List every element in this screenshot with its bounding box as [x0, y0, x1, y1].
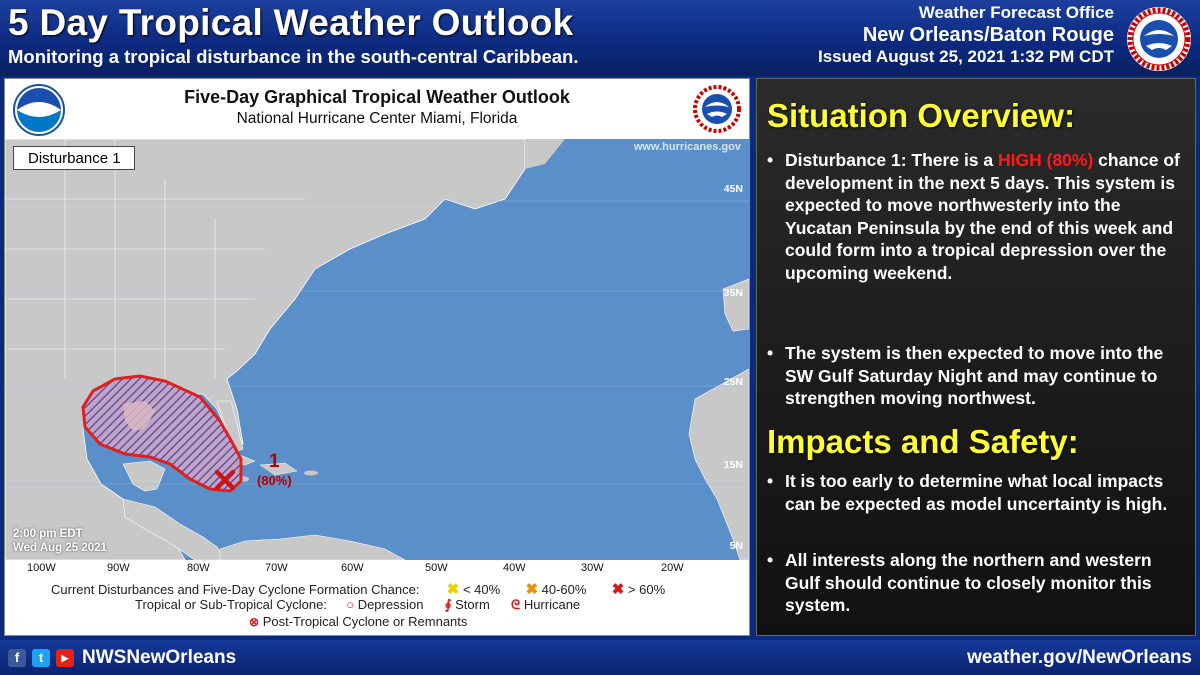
lat-label: 5N [729, 540, 743, 552]
bullet-dot: • [767, 550, 774, 570]
legend-medium: 40-60% [541, 582, 587, 597]
legend-hurricane: Hurricane [523, 597, 581, 612]
disturbance-area [81, 374, 243, 493]
map-issue-time: 2:00 pm EDT Wed Aug 25 2021 [13, 527, 107, 555]
nws-map-logo-icon [692, 84, 742, 134]
facebook-icon[interactable]: f [8, 649, 26, 667]
lon-label: 100W [27, 562, 56, 574]
twitter-icon[interactable]: t [32, 649, 50, 667]
footer-bar: f t ▶ NWSNewOrleans weather.gov/NewOrlea… [0, 640, 1200, 675]
lat-label: 15N [723, 459, 743, 471]
lon-label: 90W [107, 562, 130, 574]
lon-label: 70W [265, 562, 288, 574]
outlook-map [5, 139, 749, 560]
lon-label: 20W [661, 562, 684, 574]
legend-row-post-tropical: ⊗ Post-Tropical Cyclone or Remnants [249, 614, 467, 629]
issue-time-line2: Wed Aug 25 2021 [13, 542, 107, 554]
legend-post-tropical: Post-Tropical Cyclone or Remnants [262, 614, 468, 629]
bullet-dot: • [767, 150, 774, 170]
issue-time-line1: 2:00 pm EDT [13, 528, 83, 540]
legend-cyclone-label: Tropical or Sub-Tropical Cyclone: [135, 597, 327, 612]
post-tropical-icon: ⊗ [249, 615, 260, 629]
nws-logo-icon [1127, 7, 1191, 71]
briefing-panel: Situation Overview: • Disturbance 1: The… [756, 78, 1196, 636]
noaa-logo-icon [13, 84, 65, 136]
map-subtitle: National Hurricane Center Miami, Florida [236, 110, 518, 127]
map-header: Five-Day Graphical Tropical Weather Outl… [5, 79, 749, 139]
depression-icon: ○ [346, 597, 355, 612]
map-legend: Current Disturbances and Five-Day Cyclon… [5, 577, 749, 635]
issued-time: Issued August 25, 2021 1:32 PM CDT [817, 47, 1114, 66]
storm-icon: ∮ [444, 597, 452, 612]
lat-label: 45N [723, 183, 743, 195]
office-info: Weather Forecast Office New Orleans/Bato… [818, 2, 1114, 68]
overview-b1-pre: Disturbance 1: There is a [785, 150, 998, 170]
disturbance-marker [214, 469, 236, 491]
longitude-strip: 100W 90W 80W 70W 60W 50W 40W 30W 20W [5, 560, 749, 577]
high-chance-icon: ✖ [611, 581, 625, 598]
lat-label: 25N [723, 376, 743, 388]
legend-storm: Storm [455, 597, 490, 612]
impacts-bullet-2-text: All interests along the northern and wes… [785, 550, 1152, 616]
legend-row-disturbances: Current Disturbances and Five-Day Cyclon… [51, 580, 665, 598]
disturbance-number: 1 [269, 451, 280, 472]
disturbance-label: Disturbance 1 [13, 146, 135, 170]
legend-low: < 40% [462, 582, 501, 597]
overview-bullet-1-text: Disturbance 1: There is a HIGH (80%) cha… [785, 149, 1189, 285]
legend-depression: Depression [357, 597, 424, 612]
situation-overview-heading: Situation Overview: [767, 97, 1076, 134]
youtube-icon[interactable]: ▶ [56, 649, 74, 667]
bullet-dot: • [767, 471, 774, 491]
lon-label: 30W [581, 562, 604, 574]
lon-label: 80W [187, 562, 210, 574]
bullet-dot: • [767, 343, 774, 363]
overview-bullet-2-text: The system is then expected to move into… [785, 343, 1164, 409]
overview-b1-post: chance of development in the next 5 days… [785, 150, 1180, 283]
map-title: Five-Day Graphical Tropical Weather Outl… [184, 87, 570, 107]
page-title: 5 Day Tropical Weather Outlook [8, 2, 574, 43]
disturbance-chance: (80%) [257, 473, 292, 488]
impacts-bullet-1-text: It is too early to determine what local … [785, 471, 1168, 514]
lat-label: 35N [723, 287, 743, 299]
header-banner: 5 Day Tropical Weather Outlook Monitorin… [0, 0, 1200, 76]
low-chance-icon: ✖ [446, 581, 460, 598]
legend-high: > 60% [627, 582, 666, 597]
office-name: New Orleans/Baton Rouge [862, 24, 1114, 46]
legend-disturbances-label: Current Disturbances and Five-Day Cyclon… [51, 582, 420, 597]
overview-b1-high: HIGH (80%) [998, 150, 1094, 170]
medium-chance-icon: ✖ [525, 581, 539, 598]
page-subtitle: Monitoring a tropical disturbance in the… [8, 46, 579, 67]
legend-row-cyclones: Tropical or Sub-Tropical Cyclone: ○ Depr… [135, 597, 580, 613]
office-website-link[interactable]: weather.gov/NewOrleans [967, 647, 1192, 668]
map-website: www.hurricanes.gov [633, 141, 741, 153]
hurricane-icon: ᘓ [511, 597, 521, 612]
outlook-map-panel: Five-Day Graphical Tropical Weather Outl… [4, 78, 750, 636]
lon-label: 50W [425, 562, 448, 574]
social-handle[interactable]: NWSNewOrleans [82, 647, 237, 668]
lon-label: 60W [341, 562, 364, 574]
impacts-heading: Impacts and Safety: [767, 423, 1079, 460]
office-label: Weather Forecast Office [918, 3, 1114, 22]
lon-label: 40W [503, 562, 526, 574]
